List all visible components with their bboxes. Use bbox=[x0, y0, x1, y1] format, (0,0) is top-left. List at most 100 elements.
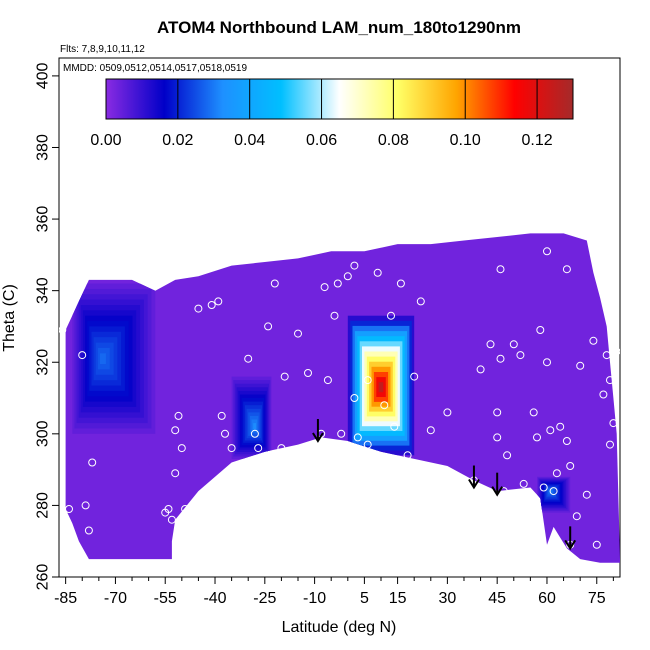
observation-point bbox=[387, 311, 395, 320]
x-axis: -85 -70 -55 -40 -25 -10 5 15 30 45 60 75 bbox=[54, 577, 614, 607]
observation-point bbox=[304, 369, 312, 377]
observation-point bbox=[227, 444, 236, 453]
observation-point bbox=[539, 483, 548, 492]
colorbar-ticks: 0.00 0.02 0.04 0.06 0.08 0.10 0.12 bbox=[90, 79, 553, 149]
observation-point bbox=[214, 297, 223, 306]
observation-point bbox=[167, 515, 176, 524]
observation-point bbox=[171, 469, 180, 478]
observation-point bbox=[337, 429, 346, 438]
observation-point bbox=[403, 451, 412, 460]
x-tick-label: -70 bbox=[104, 590, 127, 607]
observation-point bbox=[270, 279, 279, 288]
observation-point bbox=[277, 444, 286, 453]
observation-point bbox=[350, 394, 359, 402]
flight-arrows bbox=[312, 418, 577, 551]
flights-label: Flts: 7,8,9,10,11,12 bbox=[60, 44, 145, 55]
observation-point bbox=[244, 354, 253, 363]
dates-label: MMDD: 0509,0512,0514,0517,0518,0519 bbox=[63, 63, 247, 74]
observation-point bbox=[503, 451, 512, 460]
y-tick-label: 300 bbox=[35, 420, 52, 447]
observation-point bbox=[250, 429, 259, 438]
x-tick-label: 5 bbox=[360, 590, 369, 607]
observation-point bbox=[84, 526, 93, 535]
observation-point bbox=[254, 444, 263, 453]
colorbar-tick-label: 0.12 bbox=[522, 132, 553, 149]
observation-point bbox=[609, 419, 618, 428]
observation-point bbox=[294, 329, 302, 338]
observation-point bbox=[65, 505, 73, 513]
observation-point bbox=[221, 429, 229, 438]
y-tick-label: 320 bbox=[35, 349, 52, 376]
colorbar-tick-label: 0.08 bbox=[378, 132, 409, 149]
observation-point bbox=[496, 265, 505, 274]
observation-point bbox=[606, 440, 614, 449]
observation-point bbox=[380, 401, 389, 410]
chart-title: ATOM4 Northbound LAM_num_180to1290nm bbox=[157, 18, 521, 37]
observation-point bbox=[549, 487, 558, 496]
x-tick-label: -25 bbox=[253, 590, 276, 607]
observation-point bbox=[174, 411, 183, 420]
colorbar: 0.00 0.02 0.04 0.06 0.08 0.10 0.12 bbox=[90, 78, 574, 149]
observation-point bbox=[330, 311, 339, 320]
observation-point bbox=[363, 376, 372, 385]
colorbar-gradient bbox=[105, 78, 574, 120]
y-tick-label: 280 bbox=[35, 492, 52, 519]
observation-point bbox=[529, 408, 538, 417]
observation-point bbox=[81, 501, 90, 510]
observation-point bbox=[582, 490, 591, 499]
observation-point bbox=[59, 326, 67, 334]
x-tick-label: 30 bbox=[438, 590, 456, 607]
observation-point bbox=[181, 505, 190, 513]
observation-point bbox=[493, 408, 502, 417]
y-tick-label: 380 bbox=[35, 134, 52, 161]
observation-point bbox=[509, 340, 518, 349]
feature-tropical-maximum bbox=[347, 315, 415, 456]
flight-arrow bbox=[491, 472, 504, 497]
observation-point bbox=[602, 351, 611, 360]
x-tick-label: 45 bbox=[488, 590, 506, 607]
observation-point bbox=[390, 422, 399, 431]
observation-point bbox=[476, 365, 485, 374]
observation-point bbox=[88, 458, 97, 467]
flight-arrow bbox=[468, 465, 480, 490]
observation-point bbox=[599, 390, 608, 399]
flight-arrow bbox=[312, 418, 324, 443]
observation-point bbox=[566, 462, 575, 470]
x-tick-label: 75 bbox=[588, 590, 606, 607]
colorbar-tick-label: 0.02 bbox=[162, 132, 193, 149]
observation-point bbox=[350, 261, 359, 270]
observation-point bbox=[493, 433, 502, 442]
feature-south-polar-low bbox=[72, 283, 156, 434]
colorbar-tick-label: 0.06 bbox=[306, 132, 337, 149]
feature-south-midlat-low bbox=[231, 376, 272, 459]
observation-point bbox=[396, 279, 405, 288]
observation-point bbox=[333, 279, 342, 288]
observation-point bbox=[572, 512, 581, 521]
observation-point bbox=[280, 372, 289, 381]
observation-point bbox=[323, 376, 332, 385]
observation-point bbox=[486, 340, 495, 349]
observation-point bbox=[612, 347, 620, 356]
colorbar-tick-label: 0.10 bbox=[450, 132, 481, 149]
observation-point bbox=[343, 272, 352, 281]
feature-contour-band bbox=[378, 382, 384, 393]
observation-point bbox=[194, 304, 203, 313]
observation-point bbox=[207, 301, 216, 309]
observation-point bbox=[164, 505, 173, 513]
y-tick-label: 360 bbox=[35, 206, 52, 233]
observation-point bbox=[562, 265, 571, 274]
observation-point bbox=[410, 372, 419, 381]
flight-arrow bbox=[564, 526, 577, 551]
feature-contour-band bbox=[253, 423, 256, 429]
observation-point bbox=[552, 469, 561, 478]
observation-point bbox=[562, 437, 571, 445]
observation-point bbox=[443, 408, 452, 417]
observation-point bbox=[171, 426, 180, 435]
observation-point bbox=[373, 268, 382, 277]
x-tick-label: -40 bbox=[203, 590, 226, 607]
observation-point bbox=[543, 358, 551, 367]
y-axis: 260 280 300 320 340 360 380 400 bbox=[35, 62, 59, 590]
observation-point bbox=[592, 540, 601, 549]
observation-point bbox=[589, 336, 598, 345]
